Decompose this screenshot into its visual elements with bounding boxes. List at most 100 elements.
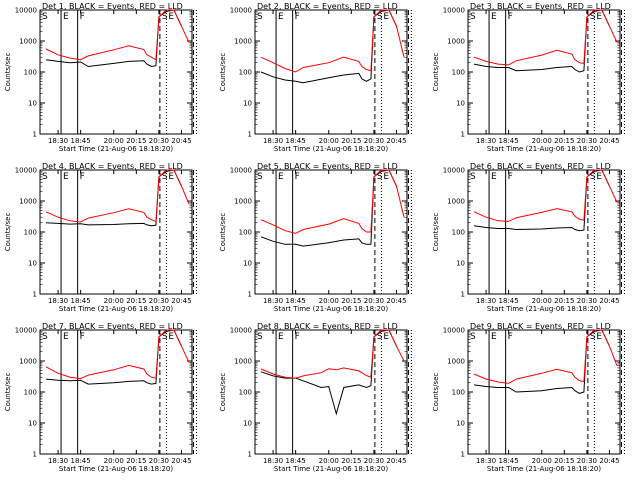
x-tick-label: 20:45 [171,137,191,145]
series-line-lld [473,169,618,222]
x-tick-label: 20:30 [577,137,597,145]
x-tick-label: 20:00 [104,297,124,305]
flag-letter: E [63,12,69,22]
y-tick-label: 1000 [447,198,465,206]
series-line-events [260,169,397,247]
flag-letter: E [596,332,602,342]
flag-letter: E [383,332,389,342]
x-tick-label: 18:45 [286,457,306,465]
flag-letter: F [508,332,513,342]
x-tick-label: 20:15 [341,137,361,145]
x-tick-label: 18:30 [263,297,283,305]
panel-title: Det 4, BLACK = Events, RED = LLD [42,162,183,171]
x-tick-label: 18:30 [48,297,68,305]
y-tick-label: 1 [33,131,37,139]
y-axis-label: Counts/sec [4,213,12,252]
series-line-events [45,169,182,227]
x-axis-label: Start Time (21-Aug-06 18:18:20) [59,305,173,313]
series-line-lld [260,9,405,73]
y-tick-label: 10 [28,420,37,428]
x-tick-label: 20:00 [104,137,124,145]
x-tick-label: 18:30 [48,457,68,465]
flag-letter: S [257,332,263,342]
flag-letter: F [295,172,300,182]
flag-letter: E [63,332,69,342]
y-tick-label: 10000 [230,327,252,335]
panel-3: Det 3, BLACK = Events, RED = LLD 1 10 100 10… [432,2,625,153]
plot-frame [467,9,621,135]
panel-title: Det 6, BLACK = Events, RED = LLD [470,162,611,171]
y-tick-label: 100 [24,69,37,77]
series-line-lld [45,329,190,380]
x-axis-label: Start Time (21-Aug-06 18:18:20) [59,465,173,473]
plot-frame [467,169,621,295]
y-tick-label: 1 [461,291,465,299]
y-tick-label: 10 [28,100,37,108]
x-tick-label: 20:45 [171,457,191,465]
x-axis-label: Start Time (21-Aug-06 18:18:20) [274,305,388,313]
y-tick-label: 10 [243,260,252,268]
plot-frame [39,329,193,455]
x-tick-label: 20:45 [599,457,619,465]
panel-7: Det 7, BLACK = Events, RED = LLD 1 10 100 10… [4,322,197,473]
y-axis-label: Counts/sec [432,373,440,412]
x-tick-label: 20:30 [364,297,384,305]
y-tick-label: 10 [456,260,465,268]
x-tick-label: 18:45 [499,137,519,145]
y-tick-label: 100 [24,229,37,237]
flag-letter: E [383,12,389,22]
flag-letter: E [383,172,389,182]
series-line-lld [45,9,190,61]
series-line-events [260,329,397,416]
y-tick-label: 1 [248,291,252,299]
flag-letter: S [162,12,168,22]
x-tick-label: 20:30 [149,457,169,465]
x-tick-label: 20:15 [341,297,361,305]
y-tick-label: 1000 [234,358,252,366]
x-tick-label: 18:45 [499,297,519,305]
y-tick-label: 10 [456,100,465,108]
flag-letter: S [470,12,476,22]
y-tick-label: 10000 [15,7,37,15]
plot-frame [254,169,408,295]
x-tick-label: 20:15 [126,137,146,145]
flag-letter: E [491,332,497,342]
x-tick-label: 20:30 [364,137,384,145]
x-tick-label: 18:30 [476,137,496,145]
y-tick-label: 10000 [443,327,465,335]
x-tick-label: 20:30 [364,457,384,465]
series-line-events [473,329,610,394]
x-tick-label: 20:00 [104,457,124,465]
x-tick-label: 20:45 [386,137,406,145]
y-tick-label: 10000 [15,167,37,175]
y-tick-label: 1000 [234,198,252,206]
y-tick-label: 10 [28,260,37,268]
x-axis-label: Start Time (21-Aug-06 18:18:20) [487,465,601,473]
flag-letter: S [162,332,168,342]
flag-letter: F [80,332,85,342]
x-tick-label: 20:00 [319,297,339,305]
y-tick-label: 1 [33,451,37,459]
panel-title: Det 7, BLACK = Events, RED = LLD [42,322,183,331]
series-line-events [45,9,182,68]
y-tick-label: 1 [461,451,465,459]
flag-letter: S [590,332,596,342]
flag-letter: S [377,172,383,182]
x-axis-label: Start Time (21-Aug-06 18:18:20) [59,145,173,153]
x-tick-label: 20:45 [171,297,191,305]
y-tick-label: 10 [243,420,252,428]
x-axis-label: Start Time (21-Aug-06 18:18:20) [487,145,601,153]
x-tick-label: 20:15 [126,457,146,465]
x-tick-label: 20:00 [532,297,552,305]
flag-letter: S [590,172,596,182]
panel-title: Det 1, BLACK = Events, RED = LLD [42,2,183,11]
x-tick-label: 20:30 [577,297,597,305]
x-tick-label: 18:30 [476,457,496,465]
flag-letter: F [80,12,85,22]
y-tick-label: 1000 [234,38,252,46]
y-tick-label: 100 [24,389,37,397]
series-line-events [473,9,610,73]
series-line-lld [45,169,190,223]
x-axis-label: Start Time (21-Aug-06 18:18:20) [274,145,388,153]
